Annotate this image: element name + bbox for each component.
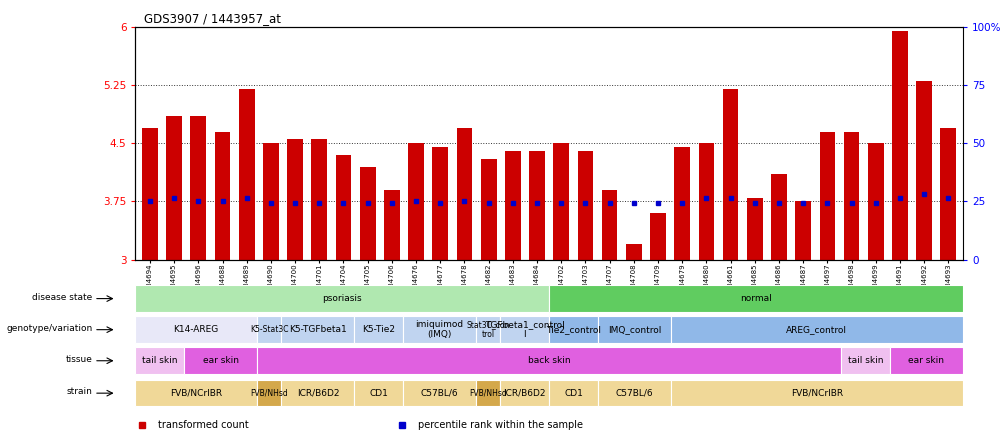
Text: disease state: disease state [32, 293, 92, 301]
Text: FVB/NCrIBR: FVB/NCrIBR [170, 388, 222, 398]
Bar [135, 317, 257, 343]
Bar [184, 348, 257, 374]
Text: genotype/variation: genotype/variation [6, 324, 92, 333]
Text: TGFbeta1_control
l: TGFbeta1_control l [484, 320, 564, 339]
Bar [403, 380, 476, 406]
Text: FVB/NHsd: FVB/NHsd [250, 388, 288, 398]
Text: Stat3C_con
trol: Stat3C_con trol [466, 320, 509, 339]
Bar [166, 116, 181, 260]
Bar [384, 190, 400, 260]
Text: ICR/B6D2: ICR/B6D2 [503, 388, 545, 398]
Bar [697, 143, 713, 260]
Bar [795, 202, 811, 260]
Text: GDS3907 / 1443957_at: GDS3907 / 1443957_at [143, 12, 281, 25]
Bar [673, 147, 689, 260]
Text: FVB/NHsd: FVB/NHsd [469, 388, 507, 398]
Bar [891, 31, 907, 260]
Bar [403, 317, 476, 343]
Bar [500, 317, 549, 343]
Text: CD1: CD1 [369, 388, 388, 398]
Bar [282, 317, 354, 343]
Bar [670, 317, 962, 343]
Bar [476, 380, 500, 406]
Bar [889, 348, 962, 374]
Bar [480, 159, 496, 260]
Bar [670, 380, 962, 406]
Bar [771, 174, 787, 260]
Text: ICR/B6D2: ICR/B6D2 [297, 388, 339, 398]
Text: strain: strain [67, 387, 92, 396]
Bar [263, 143, 279, 260]
Bar [336, 155, 351, 260]
Bar [549, 317, 597, 343]
Bar [214, 131, 230, 260]
Bar [142, 128, 157, 260]
Text: ear skin: ear skin [908, 356, 944, 365]
Bar [746, 198, 762, 260]
Bar [257, 380, 282, 406]
Bar [432, 147, 448, 260]
Bar [597, 380, 670, 406]
Bar [500, 380, 549, 406]
Bar [287, 139, 303, 260]
Bar [360, 166, 375, 260]
Bar [282, 380, 354, 406]
Bar [867, 143, 883, 260]
Text: tissue: tissue [66, 355, 92, 364]
Text: ear skin: ear skin [202, 356, 238, 365]
Bar [135, 380, 257, 406]
Text: K14-AREG: K14-AREG [173, 325, 218, 334]
Bar [916, 81, 931, 260]
Text: back skin: back skin [527, 356, 570, 365]
Bar [549, 380, 597, 406]
Bar [819, 131, 835, 260]
Bar [135, 348, 184, 374]
Bar [529, 151, 544, 260]
Bar [504, 151, 520, 260]
Text: C57BL/6: C57BL/6 [421, 388, 458, 398]
Text: percentile rank within the sample: percentile rank within the sample [417, 420, 582, 430]
Text: psoriasis: psoriasis [322, 294, 362, 303]
Text: K5-Stat3C: K5-Stat3C [249, 325, 289, 334]
Text: AREG_control: AREG_control [786, 325, 847, 334]
Bar [476, 317, 500, 343]
Text: CD1: CD1 [563, 388, 582, 398]
Bar [354, 317, 403, 343]
Bar [649, 213, 665, 260]
Bar [549, 285, 962, 312]
Bar [841, 348, 889, 374]
Bar [722, 89, 737, 260]
Text: FVB/NCrIBR: FVB/NCrIBR [790, 388, 842, 398]
Text: K5-TGFbeta1: K5-TGFbeta1 [289, 325, 347, 334]
Bar [553, 143, 568, 260]
Bar [135, 285, 549, 312]
Text: Tie2_control: Tie2_control [545, 325, 600, 334]
Bar [597, 317, 670, 343]
Text: IMQ_control: IMQ_control [607, 325, 660, 334]
Text: normal: normal [739, 294, 772, 303]
Bar [238, 89, 255, 260]
Bar [354, 380, 403, 406]
Text: tail skin: tail skin [847, 356, 883, 365]
Bar [625, 244, 641, 260]
Bar [456, 128, 472, 260]
Bar [257, 348, 841, 374]
Text: C57BL/6: C57BL/6 [615, 388, 652, 398]
Bar [577, 151, 593, 260]
Bar [408, 143, 424, 260]
Bar [257, 317, 282, 343]
Bar [940, 128, 955, 260]
Bar [843, 131, 859, 260]
Text: transformed count: transformed count [157, 420, 248, 430]
Text: tail skin: tail skin [142, 356, 177, 365]
Text: K5-Tie2: K5-Tie2 [362, 325, 395, 334]
Bar [601, 190, 617, 260]
Bar [311, 139, 327, 260]
Bar [190, 116, 206, 260]
Text: imiquimod
(IMQ): imiquimod (IMQ) [415, 320, 463, 339]
